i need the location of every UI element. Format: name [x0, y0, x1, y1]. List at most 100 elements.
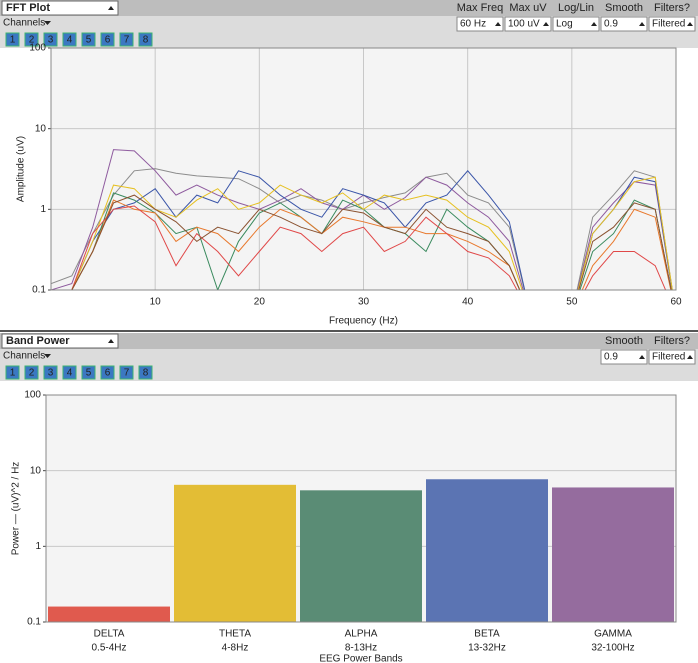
channel-button[interactable] — [24, 365, 39, 380]
x-tick-sublabel: 0.5-4Hz — [91, 643, 126, 654]
x-tick-label: DELTA — [94, 629, 125, 640]
channel-button-label: 4 — [67, 368, 73, 379]
channel-button-label: 5 — [86, 35, 92, 46]
dropdown-arrow — [108, 339, 114, 343]
lines — [51, 149, 673, 290]
channel-button[interactable] — [81, 32, 96, 47]
channel-button-label: 7 — [124, 35, 130, 46]
x-tick-label: 40 — [462, 297, 474, 308]
control-dropdown[interactable] — [552, 16, 600, 32]
x-axis-label: EEG Power Bands — [319, 654, 402, 663]
dropdown-arrow — [543, 22, 549, 26]
channel-button-label: 1 — [10, 368, 16, 379]
y-tick-label: 0.1 — [27, 617, 41, 628]
panel-title: FFT Plot — [6, 2, 50, 14]
channel-button[interactable] — [100, 365, 115, 380]
control-label: Filters? — [654, 2, 690, 14]
control-label: Log/Lin — [558, 2, 594, 14]
control-label: Smooth — [605, 335, 643, 347]
x-tick-sublabel: 32-100Hz — [591, 643, 634, 654]
dropdown-arrow — [591, 22, 597, 26]
control-value: 0.9 — [604, 352, 618, 363]
dropdown-arrow — [108, 6, 114, 10]
bar — [426, 479, 548, 622]
channel-button-label: 7 — [124, 368, 130, 379]
channel-button-label: 8 — [143, 368, 149, 379]
channels-label: Channels — [3, 18, 45, 29]
x-tick-label: 20 — [254, 297, 266, 308]
panel-header — [0, 0, 698, 16]
channel-button[interactable] — [5, 32, 20, 47]
y-tick-label: 10 — [35, 123, 47, 134]
bar — [174, 484, 296, 622]
channel-button[interactable] — [119, 365, 134, 380]
channel-button[interactable] — [138, 365, 153, 380]
x-tick-label: 10 — [150, 297, 162, 308]
y-axis-label: Power — (uV)^2 / Hz — [11, 462, 22, 556]
y-tick-label: 1 — [40, 204, 46, 215]
channel-button-label: 6 — [105, 35, 111, 46]
channel-button[interactable] — [138, 32, 153, 47]
control-dropdown[interactable] — [456, 16, 504, 32]
panel-title: Band Power — [6, 335, 70, 347]
channel-button-label: 5 — [86, 368, 92, 379]
y-tick-label: 1 — [35, 541, 41, 552]
x-axis-label: Frequency (Hz) — [329, 316, 398, 327]
channel-button[interactable] — [43, 365, 58, 380]
panel-toolbar — [0, 349, 698, 381]
channels-arrow — [44, 21, 51, 25]
channel-button-label: 3 — [48, 35, 54, 46]
channel-button[interactable] — [100, 32, 115, 47]
bar — [48, 606, 170, 622]
channel-button-label: 4 — [67, 35, 73, 46]
y-tick-label: 100 — [29, 43, 46, 54]
control-value: 60 Hz — [460, 19, 486, 30]
channel-button-label: 6 — [105, 368, 111, 379]
control-dropdown[interactable] — [648, 349, 696, 365]
bar — [300, 490, 422, 622]
plot-frame — [50, 47, 677, 291]
x-tick-label: 30 — [358, 297, 370, 308]
dropdown-arrow — [639, 355, 645, 359]
y-tick-label: 10 — [30, 465, 42, 476]
channel-button[interactable] — [62, 32, 77, 47]
control-label: Filters? — [654, 335, 690, 347]
dropdown-arrow — [639, 22, 645, 26]
control-dropdown[interactable] — [648, 16, 696, 32]
control-label: Max uV — [509, 2, 547, 14]
x-tick-sublabel: 8-13Hz — [345, 643, 377, 654]
channels-label: Channels — [3, 351, 45, 362]
dropdown-arrow — [687, 22, 693, 26]
channel-button[interactable] — [81, 365, 96, 380]
channel-button-label: 3 — [48, 368, 54, 379]
channels-arrow — [44, 354, 51, 358]
channel-button[interactable] — [24, 32, 39, 47]
control-dropdown[interactable] — [504, 16, 552, 32]
control-value: 0.9 — [604, 19, 618, 30]
title-dropdown[interactable] — [1, 0, 119, 16]
control-value: Filtered — [652, 352, 685, 363]
channel-line — [51, 194, 672, 290]
control-dropdown[interactable] — [600, 349, 648, 365]
x-tick-label: THETA — [219, 629, 251, 640]
control-dropdown[interactable] — [600, 16, 648, 32]
channel-button[interactable] — [5, 365, 20, 380]
x-tick-sublabel: 4-8Hz — [222, 643, 249, 654]
control-value: 100 uV — [508, 19, 540, 30]
y-axis-label: Amplitude (uV) — [16, 136, 27, 202]
x-tick-sublabel: 13-32Hz — [468, 643, 506, 654]
dropdown-arrow — [495, 22, 501, 26]
title-dropdown[interactable] — [1, 333, 119, 349]
channel-line — [51, 205, 667, 290]
x-tick-label: ALPHA — [345, 629, 378, 640]
channel-button[interactable] — [43, 32, 58, 47]
plot-frame — [45, 394, 677, 623]
channel-line — [51, 168, 673, 290]
y-tick-label: 0.1 — [32, 285, 46, 296]
channel-button[interactable] — [119, 32, 134, 47]
x-tick-label: 50 — [566, 297, 578, 308]
channel-button[interactable] — [62, 365, 77, 380]
control-value: Filtered — [652, 19, 685, 30]
channel-button-label: 8 — [143, 35, 149, 46]
